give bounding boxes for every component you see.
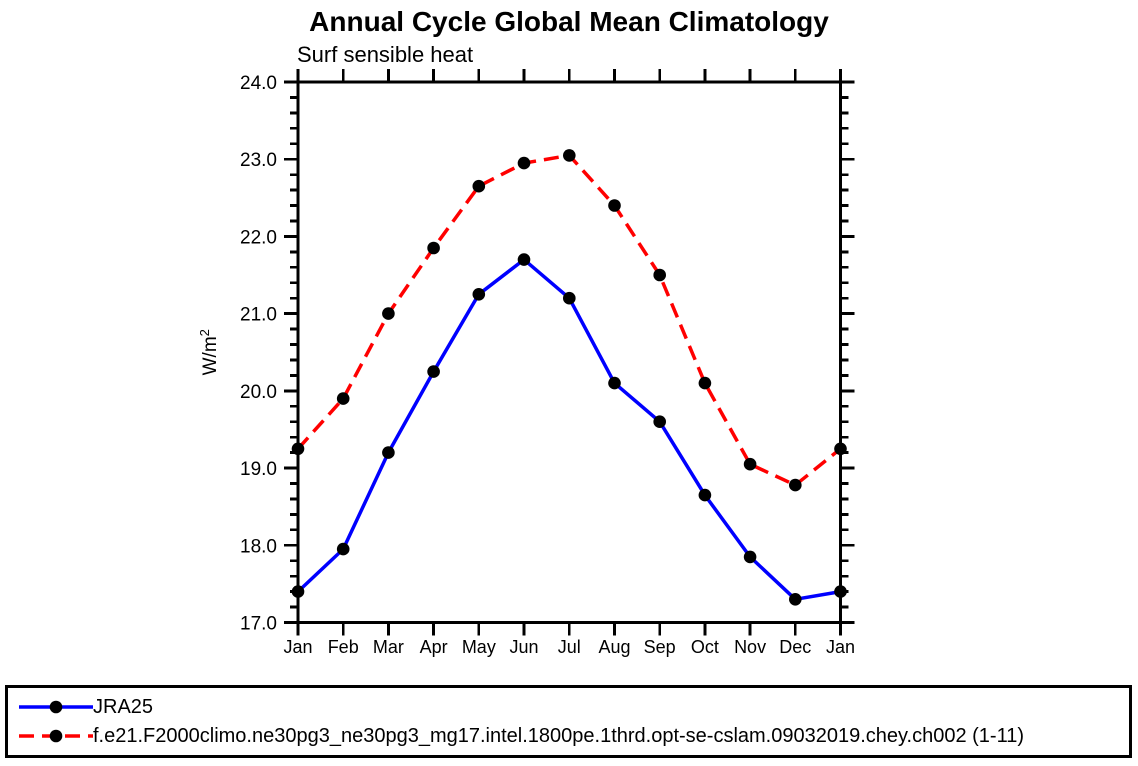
series-marker-model bbox=[472, 179, 486, 193]
series-marker-model bbox=[743, 457, 757, 471]
x-axis-month-label: Dec bbox=[779, 637, 811, 657]
y-axis-tick-label: 20.0 bbox=[240, 382, 277, 403]
y-axis-tick-label: 19.0 bbox=[240, 459, 277, 480]
series-marker-jra25 bbox=[698, 488, 712, 502]
series-marker-jra25 bbox=[382, 446, 395, 459]
x-axis-month-label: Nov bbox=[734, 637, 766, 657]
series-marker-model bbox=[427, 241, 440, 255]
series-marker-model bbox=[517, 156, 531, 170]
x-axis-month-label: Feb bbox=[328, 637, 359, 657]
y-axis-tick-label: 21.0 bbox=[240, 305, 277, 326]
series-marker-jra25 bbox=[336, 542, 350, 556]
series-marker-jra25 bbox=[608, 376, 621, 390]
x-axis-month-label: Jan bbox=[826, 637, 855, 657]
legend-label-model: f.e21.F2000climo.ne30pg3_ne30pg3_mg17.in… bbox=[93, 725, 1025, 747]
jra25-line-sample bbox=[19, 700, 93, 714]
y-axis-tick-label: 17.0 bbox=[240, 614, 277, 635]
series-marker-model bbox=[336, 392, 350, 405]
x-axis-month-label: Aug bbox=[598, 637, 630, 657]
y-axis-tick-label: 22.0 bbox=[240, 227, 277, 248]
legend-sample-marker-0 bbox=[49, 700, 63, 714]
model-line-sample bbox=[19, 729, 93, 743]
series-marker-model bbox=[834, 442, 847, 456]
plot-border bbox=[296, 80, 842, 624]
series-marker-jra25 bbox=[427, 365, 440, 378]
x-axis-month-label: May bbox=[462, 637, 496, 657]
series-marker-model bbox=[382, 307, 395, 320]
x-axis-month-label: Jul bbox=[558, 637, 581, 657]
series-line-model bbox=[296, 153, 842, 487]
x-axis-month-label: Mar bbox=[373, 637, 404, 657]
series-marker-jra25 bbox=[834, 585, 847, 598]
series-marker-model bbox=[789, 478, 802, 492]
x-axis-month-label: Jan bbox=[283, 637, 312, 657]
series-marker-jra25 bbox=[291, 585, 305, 598]
chart-title: Annual Cycle Global Mean Climatology bbox=[309, 6, 829, 37]
legend: JRA25 f.e21.F2000climo.ne30pg3_ne30pg3_m… bbox=[5, 685, 1132, 758]
x-axis-month-label: Jun bbox=[510, 637, 539, 657]
series-marker-jra25 bbox=[472, 288, 486, 301]
x-axis-month-label: Oct bbox=[691, 637, 719, 657]
series-marker-jra25 bbox=[743, 550, 757, 564]
x-axis-month-label: Sep bbox=[644, 637, 676, 657]
plot-area: 17.0 18.0 19.0 20.0 21.0 22.0 23.0 24.0 Jan Feb Ma… bbox=[197, 69, 855, 657]
series-marker-jra25 bbox=[789, 593, 802, 606]
y-axis-tick-label: 24.0 bbox=[240, 73, 277, 94]
legend-sample-marker-1 bbox=[49, 729, 63, 743]
x-axis-month-label: Apr bbox=[420, 637, 448, 657]
series-marker-jra25 bbox=[563, 291, 576, 305]
y-axis-tick-label: 23.0 bbox=[240, 150, 277, 171]
series-marker-model bbox=[291, 442, 305, 456]
series-marker-jra25 bbox=[517, 253, 531, 266]
y-axis-tick-label: 18.0 bbox=[240, 536, 277, 557]
series-marker-model bbox=[563, 149, 576, 162]
legend-item-jra25: JRA25 bbox=[19, 697, 1129, 717]
series-marker-model bbox=[698, 376, 712, 390]
series-marker-jra25 bbox=[653, 415, 666, 429]
chart-subtitle: Surf sensible heat bbox=[297, 42, 474, 67]
series-marker-model bbox=[608, 199, 621, 212]
series-marker-model bbox=[653, 268, 666, 282]
legend-item-model: f.e21.F2000climo.ne30pg3_ne30pg3_mg17.in… bbox=[19, 726, 1129, 746]
y-axis-title: W/m2 bbox=[197, 329, 221, 375]
series-line-jra25 bbox=[296, 257, 841, 602]
legend-label-jra25: JRA25 bbox=[93, 696, 154, 718]
